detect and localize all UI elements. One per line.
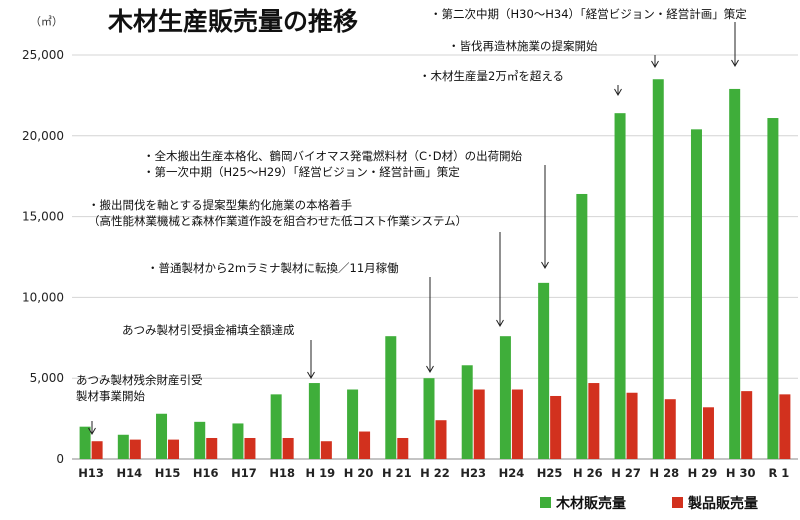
bar-product-sales [702, 407, 714, 459]
bar-product-sales [435, 420, 447, 459]
annotation-arrowhead [496, 319, 504, 327]
x-tick-label: H 29 [688, 466, 718, 480]
x-tick-label: H 28 [649, 466, 679, 480]
x-tick-label: H13 [78, 466, 104, 480]
y-tick-label: 0 [56, 452, 64, 466]
annotation-text: ・木材生産量2万㎥を超える [419, 69, 564, 83]
bar-timber-sales [538, 282, 550, 459]
x-tick-label: H 19 [306, 466, 336, 480]
bar-timber-sales [385, 336, 397, 459]
x-tick-label: H18 [269, 466, 295, 480]
y-tick-label: 25,000 [22, 48, 64, 62]
bar-product-sales [320, 441, 332, 459]
annotation-text: ・全木搬出生産本格化、鶴岡バイオマス発電燃料材（C･D材）の出荷開始 [143, 149, 523, 163]
x-tick-label: H15 [155, 466, 181, 480]
x-tick-label: H14 [116, 466, 142, 480]
bar-product-sales [741, 391, 753, 459]
x-tick-label: H 20 [344, 466, 374, 480]
bar-timber-sales [308, 383, 320, 459]
annotation-text: ・普通製材から2mラミナ製材に転換／11月稼働 [147, 261, 399, 275]
bar-timber-sales [461, 365, 473, 459]
annotation-arrowhead [731, 59, 739, 67]
legend-label: 木材販売量 [555, 495, 626, 512]
x-tick-label: H 30 [726, 466, 756, 480]
annotation-arrowhead [614, 88, 622, 96]
legend-swatch [540, 497, 551, 508]
x-tick-label: H 27 [611, 466, 641, 480]
annotation-text: あつみ製材残余財産引受 [76, 373, 203, 387]
annotation-arrowhead [88, 427, 96, 435]
bar-timber-sales [79, 426, 91, 459]
y-axis-unit: （㎥） [30, 15, 63, 28]
bar-product-sales [397, 437, 409, 459]
bar-product-sales [282, 437, 294, 459]
bar-timber-sales [652, 79, 664, 460]
annotation-text: ・皆伐再造林施業の提案開始 [448, 39, 598, 53]
bar-timber-sales [614, 113, 626, 460]
bar-timber-sales [690, 129, 702, 459]
x-tick-label: H16 [193, 466, 219, 480]
annotation-arrowhead [307, 371, 315, 379]
bar-timber-sales [156, 413, 168, 459]
x-tick-label: H 26 [573, 466, 603, 480]
bar-product-sales [206, 437, 218, 459]
bar-product-sales [91, 441, 103, 459]
x-tick-label: H 22 [420, 466, 450, 480]
y-tick-label: 5,000 [30, 371, 64, 385]
bar-product-sales [473, 389, 485, 459]
x-tick-label: H25 [537, 466, 563, 480]
bar-timber-sales [194, 421, 206, 459]
x-tick-label: H17 [231, 466, 257, 480]
bar-product-sales [550, 395, 562, 459]
bar-timber-sales [270, 394, 282, 459]
annotation-arrowhead [426, 365, 434, 373]
bar-timber-sales [767, 118, 779, 460]
annotation-text: 製材事業開始 [76, 389, 145, 403]
annotation-text: ・第一次中期（H25～H29）「経営ビジョン・経営計画」策定 [143, 165, 460, 179]
bar-product-sales [588, 383, 600, 459]
bar-product-sales [244, 437, 256, 459]
annotation-text: ・搬出間伐を軸とする提案型集約化施業の本格着手 [88, 198, 352, 212]
bar-timber-sales [347, 389, 359, 459]
bar-product-sales [511, 389, 523, 459]
bar-product-sales [626, 392, 638, 459]
x-tick-label: H23 [460, 466, 486, 480]
bar-timber-sales [499, 336, 511, 459]
y-tick-label: 10,000 [22, 290, 64, 304]
x-tick-label: H24 [499, 466, 525, 480]
annotation-arrowhead [651, 60, 659, 68]
annotation-text: （高性能林業機械と森林作業道作設を組合わせた低コスト作業システム） [88, 214, 467, 228]
x-tick-label: H 21 [382, 466, 412, 480]
chart-title: 木材生産販売量の推移 [107, 7, 358, 36]
bar-product-sales [168, 439, 180, 459]
annotation-text: あつみ製材引受損金補填全額達成 [122, 323, 295, 337]
bar-timber-sales [232, 423, 244, 459]
bar-timber-sales [423, 378, 435, 459]
y-tick-label: 15,000 [22, 210, 64, 224]
x-tick-label: R 1 [768, 466, 789, 480]
legend-swatch [672, 497, 683, 508]
bar-product-sales [359, 431, 371, 459]
bar-timber-sales [576, 193, 588, 459]
bar-product-sales [664, 399, 676, 459]
bar-product-sales [129, 439, 141, 459]
legend-label: 製品販売量 [687, 495, 758, 512]
annotation-arrowhead [541, 261, 549, 269]
y-tick-label: 20,000 [22, 129, 64, 143]
bar-timber-sales [729, 88, 741, 459]
bar-product-sales [779, 394, 791, 459]
annotation-text: ・第二次中期（H30～H34）「経営ビジョン・経営計画」策定 [430, 7, 747, 21]
bar-timber-sales [117, 434, 129, 459]
